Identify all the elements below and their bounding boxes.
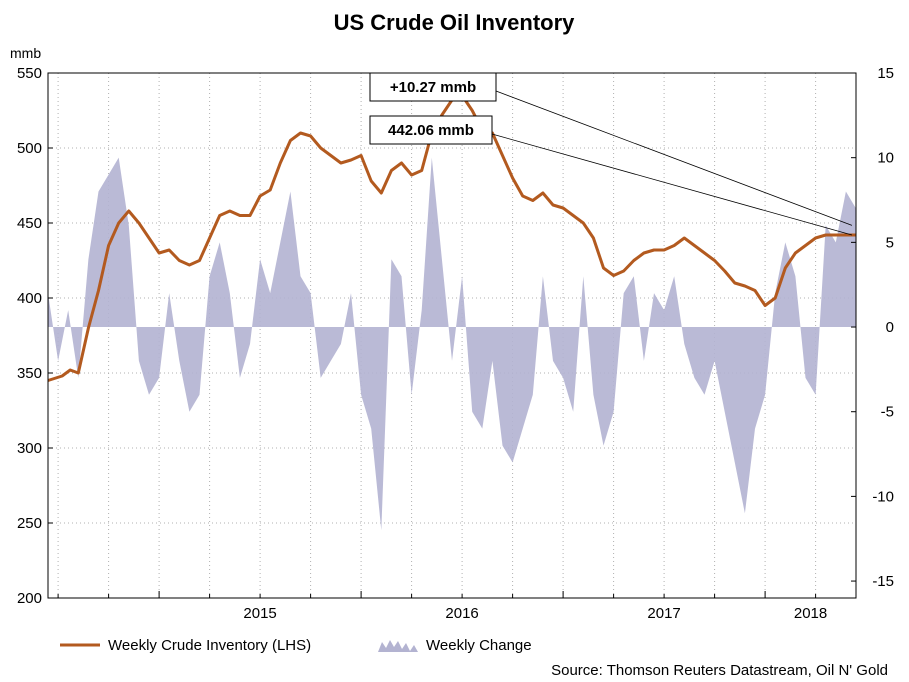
callout-leader [491,133,853,236]
callout-box [369,72,497,102]
callout-label: 442.06 mmb [388,122,474,139]
x-tick-label: 2016 [445,605,478,622]
right-tick-label: 0 [886,319,894,336]
x-tick-label: 2017 [647,605,680,622]
right-tick-label: -5 [881,404,894,421]
weekly-change-area [48,157,856,531]
source-note: Source: Thomson Reuters Datastream, Oil … [551,662,888,679]
left-tick-label: 550 [17,65,42,82]
right-tick-label: 10 [877,150,894,167]
x-tick-label: 2015 [243,605,276,622]
left-tick-label: 500 [17,140,42,157]
left-tick-label: 350 [17,365,42,382]
left-axis-unit: mmb [10,45,41,61]
left-axis: 200 250 300 350 400 450 500 550 [17,65,53,607]
right-tick-label: -15 [872,573,894,590]
weekly-change-fill [48,157,856,531]
callout-leader [495,90,853,226]
left-tick-label: 450 [17,215,42,232]
right-axis: -15 -10 -5 0 5 10 15 [851,65,894,590]
legend-swatch-change [378,640,418,652]
x-tick-label: 2018 [794,605,827,622]
callout-label: +10.27 mmb [390,79,476,96]
callout-box [369,115,493,145]
legend-label-inventory: Weekly Crude Inventory (LHS) [108,637,311,654]
legend: Weekly Crude Inventory (LHS) Weekly Chan… [60,637,532,654]
left-tick-label: 250 [17,515,42,532]
right-tick-label: 5 [886,234,894,251]
callouts: +10.27 mmb 442.06 mmb [369,72,853,236]
left-tick-label: 300 [17,440,42,457]
chart-title: US Crude Oil Inventory [334,10,576,35]
left-tick-label: 200 [17,590,42,607]
right-tick-label: -10 [872,488,894,505]
legend-label-change: Weekly Change [426,637,532,654]
right-tick-label: 15 [877,65,894,82]
x-axis: 2015 2016 2017 2018 [57,591,827,622]
left-tick-label: 400 [17,290,42,307]
